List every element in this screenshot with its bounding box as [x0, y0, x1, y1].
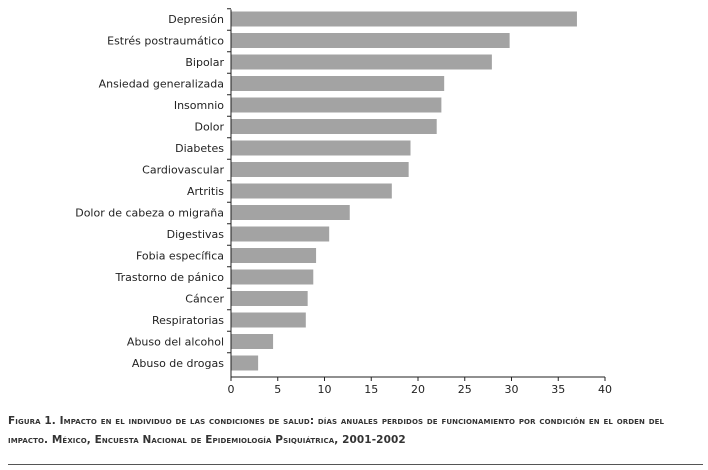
bar [231, 76, 445, 91]
bar [231, 140, 411, 156]
x-tick-label: 30 [505, 383, 519, 396]
category-label: Fobia específica [136, 250, 224, 263]
category-label: Artritis [187, 185, 224, 198]
x-tick-label: 20 [411, 383, 425, 396]
category-label: Respiratorias [152, 314, 224, 327]
category-label: Digestivas [167, 228, 225, 241]
x-axis: 0 5 10 15 20 25 30 35 40 [227, 8, 612, 396]
category-label: Insomnio [174, 99, 224, 112]
category-label: Estrés postraumático [107, 35, 224, 48]
bar [231, 33, 510, 48]
x-tick-label: 15 [364, 383, 378, 396]
bar [231, 291, 308, 306]
category-label: Ansiedad generalizada [99, 78, 224, 91]
bar [231, 355, 259, 371]
category-labels: Depresión Estrés postraumático Bipolar Ansi… [75, 13, 224, 370]
bar [231, 334, 274, 349]
bar [231, 162, 409, 177]
bar [231, 269, 314, 285]
category-label: Trastorno de pánico [115, 271, 225, 284]
x-tick-label: 10 [318, 383, 332, 396]
x-tick-label: 5 [274, 383, 281, 396]
x-tick-label: 35 [551, 383, 565, 396]
bar-chart: Depresión Estrés postraumático Bipolar Ansi… [75, 8, 612, 396]
category-label: Diabetes [175, 142, 224, 155]
x-tick-label: 25 [458, 383, 472, 396]
x-tick-label: 0 [228, 383, 235, 396]
x-tick-label: 40 [598, 383, 612, 396]
category-label: Cardiovascular [142, 164, 224, 177]
category-label: Cáncer [185, 293, 224, 306]
bar [231, 183, 392, 199]
category-label: Abuso de drogas [132, 357, 224, 370]
figure-caption: Figura 1. Impacto en el individuo de las… [8, 415, 665, 446]
bar [231, 97, 442, 113]
category-label: Bipolar [185, 56, 224, 69]
caption-divider [8, 464, 703, 465]
bar [231, 205, 350, 220]
category-label: Dolor [194, 121, 224, 134]
bar [231, 226, 330, 242]
category-label: Depresión [168, 13, 224, 26]
bars-group [231, 11, 577, 371]
category-label: Abuso del alcohol [127, 336, 224, 349]
category-label: Dolor de cabeza o migraña [75, 207, 224, 220]
bar [231, 312, 306, 328]
bar [231, 248, 317, 263]
bar [231, 11, 577, 27]
bar [231, 54, 492, 70]
bar [231, 119, 437, 134]
